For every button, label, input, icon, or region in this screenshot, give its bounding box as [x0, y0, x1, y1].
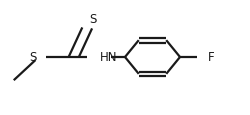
Text: F: F [208, 51, 214, 64]
Text: S: S [89, 13, 96, 26]
Text: HN: HN [100, 51, 117, 64]
Text: S: S [29, 51, 36, 64]
